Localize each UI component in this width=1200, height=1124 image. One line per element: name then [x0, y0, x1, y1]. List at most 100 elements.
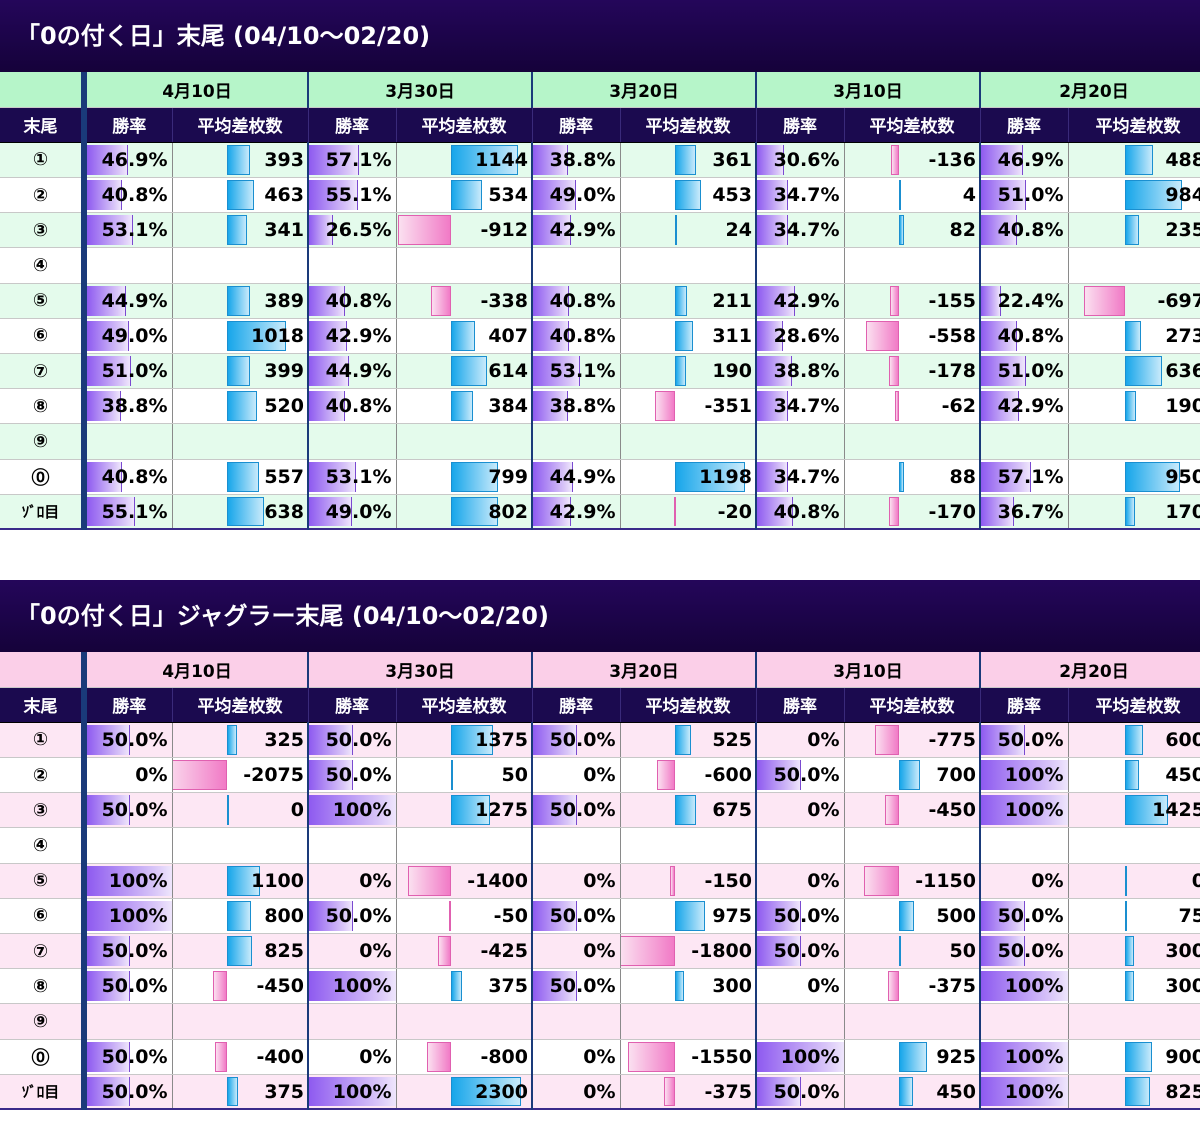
- avg-diff-value: 82: [949, 219, 976, 242]
- win-rate-header: 勝率: [532, 687, 621, 723]
- avg-diff-cell: -1800: [620, 933, 757, 970]
- avg-diff-value: 1100: [251, 869, 304, 892]
- avg-diff-value: 525: [712, 728, 752, 751]
- win-rate-value: 100%: [332, 975, 392, 998]
- win-rate-cell: 26.5%: [308, 212, 397, 249]
- win-rate-cell: 50.0%: [84, 933, 173, 970]
- win-rate-cell: [756, 423, 845, 460]
- win-rate-cell: 40.8%: [308, 388, 397, 425]
- win-rate-value: 0%: [359, 1045, 392, 1068]
- avg-diff-bar: [450, 760, 453, 791]
- tail-label: ⓪: [0, 459, 87, 495]
- avg-diff-bar: [450, 461, 498, 492]
- avg-diff-value: 802: [488, 500, 528, 523]
- win-rate-cell: [980, 247, 1069, 284]
- win-rate-bar: [533, 180, 577, 211]
- avg-diff-cell: -600: [620, 757, 757, 794]
- avg-diff-value: 638: [264, 500, 304, 523]
- tail-label: ⓪: [0, 1039, 87, 1075]
- win-rate-bar: [309, 215, 333, 246]
- win-rate-value: 57.1%: [997, 465, 1064, 488]
- win-rate-value: 0%: [583, 1080, 616, 1103]
- avg-diff-value: -375: [928, 975, 976, 998]
- avg-diff-cell: -400: [172, 1039, 309, 1075]
- table-row: ⑦ 51.0% 399 44.9% 614 53.1% 190 38.8% -178 51.0% 6…: [0, 353, 1200, 390]
- win-rate-bar: [757, 1041, 843, 1072]
- win-rate-value: 22.4%: [997, 289, 1064, 312]
- win-rate-value: 44.9%: [101, 289, 168, 312]
- win-rate-bar: [533, 795, 578, 826]
- avg-diff-cell: 450: [844, 1074, 981, 1110]
- win-rate-value: 40.8%: [997, 324, 1064, 347]
- win-rate-cell: 51.0%: [980, 353, 1069, 390]
- win-rate-value: 100%: [332, 799, 392, 822]
- avg-diff-cell: [172, 1003, 309, 1040]
- avg-diff-value: 825: [264, 940, 304, 963]
- avg-diff-cell: 170: [1068, 494, 1200, 530]
- win-rate-cell: 30.6%: [756, 142, 845, 179]
- avg-diff-value: 50: [949, 940, 976, 963]
- win-rate-value: 30.6%: [773, 148, 840, 171]
- avg-diff-value: -775: [928, 728, 976, 751]
- avg-diff-value: 453: [712, 184, 752, 207]
- win-rate-cell: 34.7%: [756, 212, 845, 249]
- win-rate-header: 勝率: [980, 107, 1069, 143]
- avg-diff-cell: 341: [172, 212, 309, 249]
- avg-diff-value: -178: [928, 360, 976, 383]
- win-rate-cell: 0%: [308, 933, 397, 970]
- avg-diff-cell: -800: [396, 1039, 533, 1075]
- win-rate-value: 100%: [1004, 764, 1064, 787]
- avg-diff-bar: [1124, 180, 1182, 211]
- win-rate-bar: [309, 1076, 395, 1107]
- win-rate-bar: [309, 900, 354, 931]
- avg-diff-value: -400: [256, 1045, 304, 1068]
- avg-diff-value: 450: [936, 1080, 976, 1103]
- win-rate-cell: 38.8%: [532, 142, 621, 179]
- win-rate-bar: [87, 461, 123, 492]
- avg-diff-cell: -775: [844, 722, 981, 759]
- win-rate-value: 100%: [1004, 975, 1064, 998]
- avg-diff-value: 1018: [251, 324, 304, 347]
- avg-diff-cell: -178: [844, 353, 981, 390]
- corner-cell: [0, 72, 87, 108]
- win-rate-bar: [757, 215, 788, 246]
- win-rate-bar: [981, 795, 1067, 826]
- avg-diff-value: 384: [488, 395, 528, 418]
- win-rate-value: 0%: [1031, 869, 1064, 892]
- avg-diff-cell: -150: [620, 863, 757, 899]
- avg-diff-cell: [396, 1003, 533, 1040]
- win-rate-cell: 55.1%: [84, 494, 173, 530]
- win-rate-bar: [981, 461, 1032, 492]
- avg-diff-bar: [437, 936, 451, 967]
- avg-diff-bar: [172, 760, 227, 791]
- win-rate-bar: [981, 936, 1026, 967]
- win-rate-value: 49.0%: [549, 184, 616, 207]
- avg-diff-cell: 600: [1068, 722, 1200, 759]
- avg-diff-bar: [450, 356, 487, 387]
- win-rate-cell: 49.0%: [84, 318, 173, 355]
- avg-diff-cell: 2300: [396, 1074, 533, 1110]
- avg-diff-header: 平均差枚数: [172, 107, 309, 143]
- avg-diff-bar: [226, 144, 250, 176]
- avg-diff-value: 557: [264, 465, 304, 488]
- avg-diff-cell: 450: [1068, 757, 1200, 794]
- win-rate-header: 勝率: [980, 687, 1069, 723]
- avg-diff-bar: [1124, 391, 1136, 422]
- win-rate-cell: 34.7%: [756, 388, 845, 425]
- win-rate-value: 0%: [583, 940, 616, 963]
- avg-diff-value: -1400: [467, 869, 528, 892]
- avg-diff-value: -50: [493, 904, 528, 927]
- win-rate-cell: 34.7%: [756, 459, 845, 495]
- avg-diff-bar: [426, 1041, 451, 1072]
- avg-diff-bar: [1124, 760, 1139, 791]
- win-rate-cell: 40.8%: [980, 212, 1069, 249]
- win-rate-bar: [981, 971, 1067, 1002]
- win-rate-value: 50.0%: [773, 940, 840, 963]
- avg-diff-bar: [1124, 356, 1162, 387]
- avg-diff-value: 500: [936, 904, 976, 927]
- win-rate-value: 0%: [807, 869, 840, 892]
- avg-diff-header: 平均差枚数: [1068, 687, 1200, 723]
- avg-diff-cell: 900: [1068, 1039, 1200, 1075]
- avg-diff-value: 2300: [475, 1080, 528, 1103]
- win-rate-header: 勝率: [532, 107, 621, 143]
